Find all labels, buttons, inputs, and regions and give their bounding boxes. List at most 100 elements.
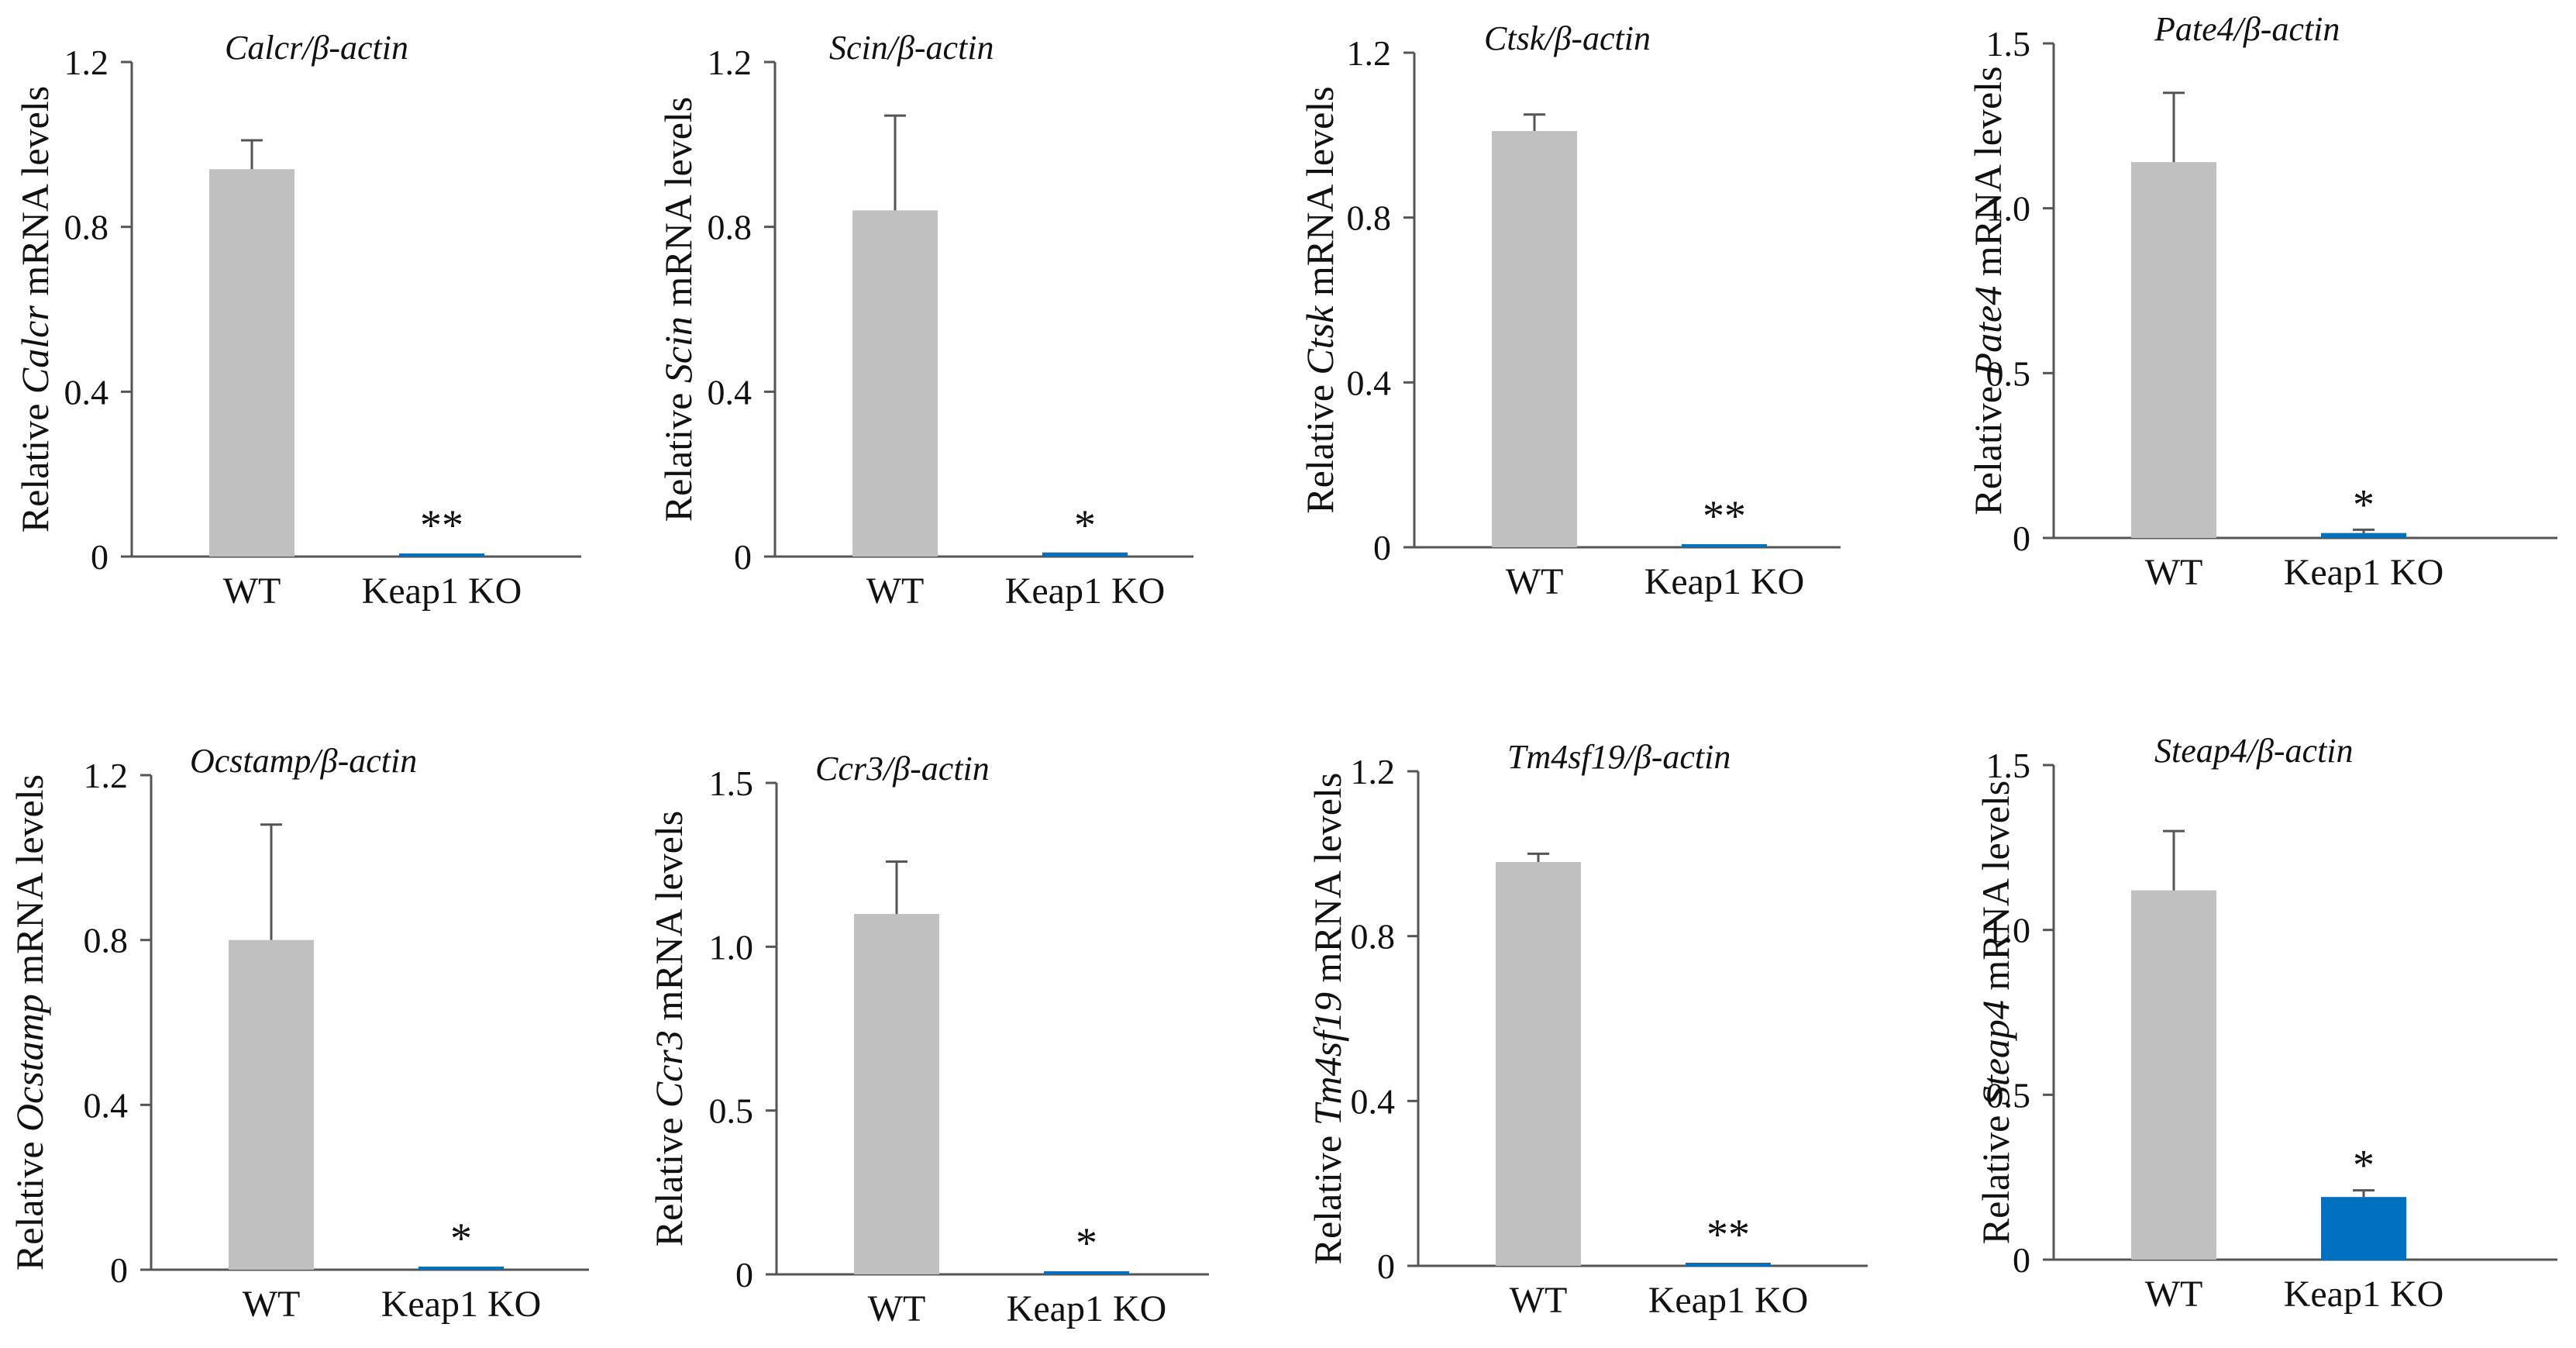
category-label: WT — [868, 1288, 926, 1329]
chart-title: Ccr3/β-actin — [815, 750, 990, 788]
y-label-prefix: Relative — [1298, 375, 1341, 514]
y-label-suffix: mRNA levels — [13, 86, 57, 305]
bar-keap1-ko — [1042, 552, 1128, 557]
y-tick-label: 0.5 — [709, 1091, 754, 1131]
y-label-gene: Ocstamp — [8, 994, 51, 1132]
chart-panel-7: 0 0.4 0.8 1.2 WT Keap1 KO ** Tm4sf19/β-actin Rel… — [1306, 738, 1868, 1321]
y-axis-label: Relative Tm4sf19 mRNA levels — [1306, 773, 1349, 1265]
y-label-gene: Scin — [656, 316, 700, 383]
bar-keap1-ko — [2321, 533, 2406, 538]
y-label-gene: Tm4sf19 — [1306, 992, 1349, 1126]
significance-marker: ** — [1703, 492, 1746, 540]
bar-wt — [852, 210, 938, 557]
y-tick-label: 0 — [734, 537, 752, 577]
chart-panel-5: 0 0.4 0.8 1.2 WT Keap1 KO * Ocstamp/β-actin Rela… — [8, 742, 589, 1325]
category-label: Keap1 KO — [1005, 571, 1166, 612]
y-label-gene: Calcr — [13, 305, 57, 394]
y-label-prefix: Relative — [8, 1132, 51, 1270]
significance-marker: ** — [1706, 1211, 1750, 1259]
bar-keap1-ko — [399, 553, 484, 557]
chart-panel-3: 0 0.4 0.8 1.2 WT Keap1 KO ** Ctsk/β-actin Relati… — [1298, 19, 1841, 602]
bar-wt — [229, 939, 314, 1270]
bar-keap1-ko — [1682, 544, 1767, 547]
y-label-prefix: Relative — [1966, 376, 2009, 515]
category-label: WT — [223, 571, 281, 612]
y-tick-label: 1.2 — [1351, 752, 1396, 791]
bar-wt — [854, 914, 939, 1274]
y-axis-label: Relative Steap4 mRNA levels — [1974, 781, 2017, 1245]
y-tick-label: 1.5 — [1986, 24, 2031, 64]
category-label: WT — [866, 571, 925, 612]
y-axis-label: Relative Ocstamp mRNA levels — [8, 774, 51, 1270]
y-axis-label: Relative Ctsk mRNA levels — [1298, 86, 1341, 513]
y-label-prefix: Relative — [1974, 1105, 2017, 1244]
significance-marker: * — [2353, 1142, 2375, 1190]
y-label-prefix: Relative — [1306, 1126, 1349, 1264]
y-label-gene: Pate4 — [1966, 286, 2009, 378]
chart-title: Scin/β-actin — [829, 29, 994, 67]
y-tick-label: 0.4 — [64, 372, 109, 412]
y-tick-label: 0 — [91, 537, 108, 577]
y-label-suffix: mRNA levels — [1298, 86, 1341, 305]
chart-panel-2: 0 0.4 0.8 1.2 WT Keap1 KO * Scin/β-actin Relativ… — [656, 29, 1193, 612]
category-label: Keap1 KO — [1648, 1280, 1809, 1321]
category-label: WT — [1510, 1280, 1568, 1321]
y-tick-label: 0 — [1377, 1246, 1395, 1286]
y-tick-label: 0.8 — [708, 208, 752, 247]
chart-title: Steap4/β-actin — [2154, 732, 2354, 770]
y-tick-label: 0.4 — [84, 1085, 129, 1125]
chart-panel-1: 0 0.4 0.8 1.2 WT Keap1 KO ** Calcr/β-actin Relat… — [13, 29, 581, 612]
chart-title: Calcr/β-actin — [225, 29, 408, 67]
y-axis-label: Relative Pate4 mRNA levels — [1966, 66, 2009, 515]
y-label-suffix: mRNA levels — [647, 811, 690, 1030]
y-tick-label: 1.5 — [1986, 746, 2031, 785]
y-label-gene: Ctsk — [1298, 305, 1341, 375]
y-label-prefix: Relative — [656, 383, 700, 522]
category-label: Keap1 KO — [1007, 1288, 1167, 1329]
bar-keap1-ko — [1686, 1263, 1771, 1266]
bar-wt — [1492, 131, 1577, 547]
y-tick-label: 0 — [735, 1255, 753, 1295]
chart-panel-8: 0 0.5 1.0 1.5 WT Keap1 KO * Steap4/β-actin Relat… — [1974, 732, 2557, 1315]
y-label-suffix: mRNA levels — [1306, 773, 1349, 992]
y-tick-label: 0.4 — [708, 372, 752, 412]
y-axis-label: Relative Calcr mRNA levels — [13, 86, 57, 533]
category-label: WT — [1506, 561, 1564, 602]
y-tick-label: 1.2 — [64, 43, 109, 82]
chart-title: Ocstamp/β-actin — [190, 742, 417, 780]
y-tick-label: 1.0 — [1986, 911, 2031, 950]
y-tick-label: 1.2 — [1347, 33, 1392, 73]
y-axis-label: Relative Scin mRNA levels — [656, 97, 700, 522]
y-label-suffix: mRNA levels — [1974, 781, 2017, 1000]
y-tick-label: 0 — [2013, 519, 2030, 558]
bar-keap1-ko — [418, 1267, 504, 1270]
y-tick-label: 1.5 — [709, 764, 754, 803]
bar-wt — [209, 169, 294, 557]
significance-marker: ** — [420, 502, 463, 550]
category-label: Keap1 KO — [362, 571, 522, 612]
category-label: Keap1 KO — [2284, 552, 2444, 593]
y-tick-label: 0.8 — [1347, 198, 1392, 238]
y-tick-label: 1.2 — [708, 43, 752, 82]
y-tick-label: 0.8 — [1351, 917, 1396, 957]
category-label: Keap1 KO — [2284, 1274, 2444, 1315]
y-tick-label: 0.8 — [64, 208, 109, 247]
y-label-prefix: Relative — [13, 394, 57, 533]
y-label-gene: Steap4 — [1974, 1000, 2017, 1105]
category-label: Keap1 KO — [381, 1284, 542, 1325]
y-tick-label: 0.5 — [1986, 353, 2031, 393]
bar-wt — [2131, 162, 2216, 538]
y-axis-label: Relative Ccr3 mRNA levels — [647, 811, 690, 1246]
category-label: WT — [2145, 1274, 2203, 1315]
chart-panel-4: 0 0.5 1.0 1.5 WT Keap1 KO * Pate4/β-actin Relati… — [1966, 10, 2557, 593]
significance-marker: * — [1074, 502, 1096, 550]
chart-title: Tm4sf19/β-actin — [1507, 738, 1731, 776]
y-tick-label: 0 — [2013, 1240, 2030, 1280]
category-label: WT — [243, 1284, 301, 1325]
y-tick-label: 0.4 — [1347, 363, 1392, 402]
y-tick-label: 0 — [1373, 528, 1391, 567]
y-tick-label: 0 — [110, 1250, 128, 1290]
bar-wt — [2131, 890, 2216, 1260]
significance-marker: * — [2353, 481, 2375, 529]
chart-title: Ctsk/β-actin — [1484, 19, 1651, 57]
